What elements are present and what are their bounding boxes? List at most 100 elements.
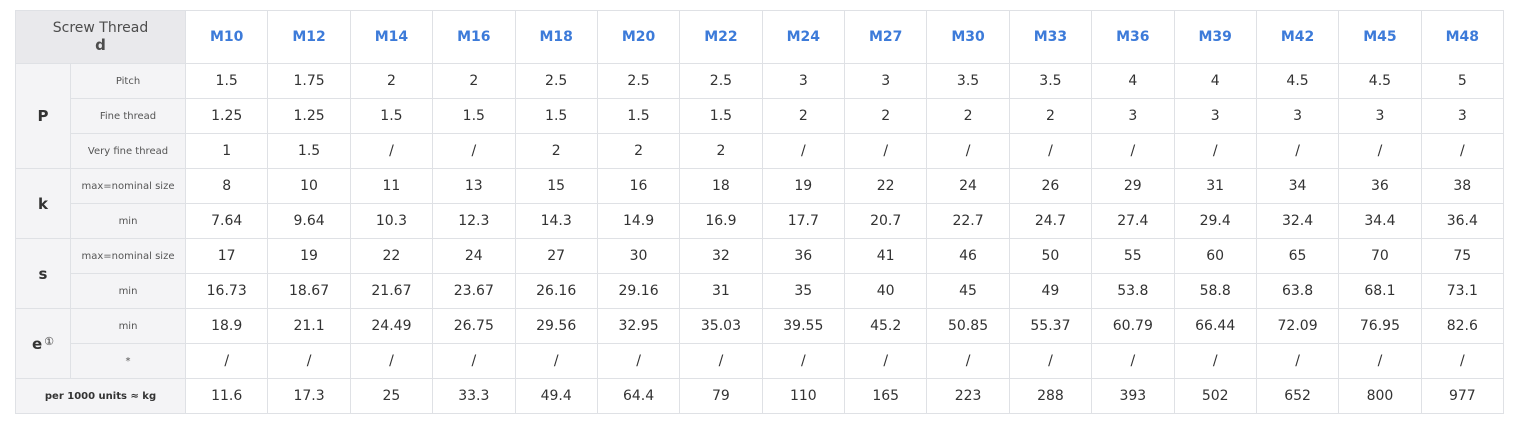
weight-value-cell: 25 <box>349 378 434 414</box>
value-cell: 12.3 <box>432 203 516 239</box>
table-row: Very fine thread 1 1.5//2 2 2// / / / / / / / <box>16 133 1505 169</box>
value-cell: 30 <box>596 238 681 274</box>
row-label: max=nominal size <box>70 238 186 274</box>
value-cell: 17 <box>184 238 269 274</box>
group-label: k <box>38 194 48 213</box>
group-label-cell: s <box>15 238 71 309</box>
value-cell: 2 <box>1008 98 1093 134</box>
row-label: Very fine thread <box>70 133 186 169</box>
value-cell: / <box>184 343 269 379</box>
weight-label: per 1000 units ≈ kg <box>15 378 186 414</box>
value-cell: 26.75 <box>432 308 516 344</box>
value-cell: 20.7 <box>843 203 928 239</box>
value-cell: 60 <box>1173 238 1257 274</box>
weight-value-cell: 502 <box>1173 378 1257 414</box>
size-header: M42 <box>1255 10 1340 64</box>
value-cell: 55 <box>1091 238 1175 274</box>
value-cell: 1.5 <box>184 63 269 99</box>
size-header: M10 <box>184 10 269 64</box>
value-cell: 24 <box>926 168 1010 204</box>
table-header-row: Screw Thread d M10 M12 M14 M16 M18 M20 M22 M24 M… <box>15 10 1505 64</box>
value-cell: / <box>432 343 516 379</box>
row-label: * <box>70 343 186 379</box>
value-cell: 1.25 <box>267 98 351 134</box>
value-cell: 2 <box>843 98 928 134</box>
value-cell: 36 <box>761 238 846 274</box>
value-cell: 29 <box>1091 168 1175 204</box>
value-cell: 32.4 <box>1255 203 1340 239</box>
value-cell: 31 <box>679 273 763 309</box>
value-cell: 3 <box>1173 98 1257 134</box>
value-cell: 50 <box>1008 238 1093 274</box>
value-cell: 1.75 <box>267 63 351 99</box>
value-cell: 16.73 <box>184 273 269 309</box>
value-cell: 34 <box>1255 168 1340 204</box>
value-cell: 41 <box>843 238 928 274</box>
weight-value-cell: 800 <box>1338 378 1422 414</box>
value-cell: / <box>349 133 434 169</box>
size-header: M33 <box>1008 10 1093 64</box>
group-label-cell: P <box>15 63 71 169</box>
value-cell: 2 <box>761 98 846 134</box>
weight-value-cell: 223 <box>926 378 1010 414</box>
value-cell: 66.44 <box>1173 308 1257 344</box>
value-cell: 3.5 <box>1008 63 1093 99</box>
value-cell: 3 <box>843 63 928 99</box>
value-cell: 1.5 <box>349 98 434 134</box>
value-cell: 10.3 <box>349 203 434 239</box>
value-cell: 53.8 <box>1091 273 1175 309</box>
value-cell: 4 <box>1091 63 1175 99</box>
value-cell: 4.5 <box>1338 63 1422 99</box>
size-header: M45 <box>1338 10 1422 64</box>
screw-spec-table: Screw Thread d M10 M12 M14 M16 M18 M20 M22 M24 M… <box>15 10 1505 414</box>
value-cell: 16 <box>596 168 681 204</box>
value-cell: 1.5 <box>432 98 516 134</box>
value-cell: 23.67 <box>432 273 516 309</box>
value-cell: 29.16 <box>596 273 681 309</box>
size-header: M20 <box>596 10 681 64</box>
value-cell: 11 <box>349 168 434 204</box>
diameter-symbol: d <box>95 36 106 54</box>
table-body: P Pitch 1.5 1.75 2 2 2.5 2.5 2.5 3 3 3.5 3.5 4 4 4.5 4.5… <box>15 63 1505 414</box>
value-cell: 1.5 <box>596 98 681 134</box>
value-cell: 22 <box>349 238 434 274</box>
row-label: max=nominal size <box>70 168 186 204</box>
group-label-cell: k <box>15 168 71 239</box>
value-cell: 26 <box>1008 168 1093 204</box>
value-cell: / <box>514 343 598 379</box>
value-cell: 45 <box>926 273 1010 309</box>
weight-value-cell: 17.3 <box>267 378 351 414</box>
value-cell: 2 <box>596 133 681 169</box>
value-cell: 13 <box>432 168 516 204</box>
row-label: min <box>70 273 186 309</box>
table-row: k max=nominal size 8 10 11 13 15 16 18 19 22 24 26 29… <box>15 168 1505 239</box>
row-label: Fine thread <box>70 98 186 134</box>
value-cell: 3 <box>1420 98 1505 134</box>
value-cell: 4 <box>1173 63 1257 99</box>
size-header: M39 <box>1173 10 1257 64</box>
value-cell: 24.7 <box>1008 203 1093 239</box>
value-cell: 7.64 <box>184 203 269 239</box>
value-cell: / <box>1338 133 1422 169</box>
value-cell: 19 <box>267 238 351 274</box>
value-cell: 16.9 <box>679 203 763 239</box>
value-cell: 18.9 <box>184 308 269 344</box>
value-cell: 45.2 <box>843 308 928 344</box>
value-cell: 8 <box>184 168 269 204</box>
table-row: P Pitch 1.5 1.75 2 2 2.5 2.5 2.5 3 3 3.5 3.5 4 4 4.5 4.5… <box>15 63 1505 169</box>
value-cell: 9.64 <box>267 203 351 239</box>
row-label: min <box>70 308 186 344</box>
weight-value-cell: 110 <box>761 378 846 414</box>
group-label: P <box>37 107 49 125</box>
value-cell: 76.95 <box>1338 308 1422 344</box>
value-cell: / <box>1008 343 1093 379</box>
value-cell: 1.5 <box>679 98 763 134</box>
size-header: M22 <box>679 10 763 64</box>
size-header: M16 <box>432 10 516 64</box>
size-header: M48 <box>1420 10 1505 64</box>
value-cell: 2 <box>349 63 434 99</box>
value-cell: 3 <box>1338 98 1422 134</box>
value-cell: 27.4 <box>1091 203 1175 239</box>
weight-value-cell: 49.4 <box>514 378 598 414</box>
value-cell: / <box>926 343 1010 379</box>
